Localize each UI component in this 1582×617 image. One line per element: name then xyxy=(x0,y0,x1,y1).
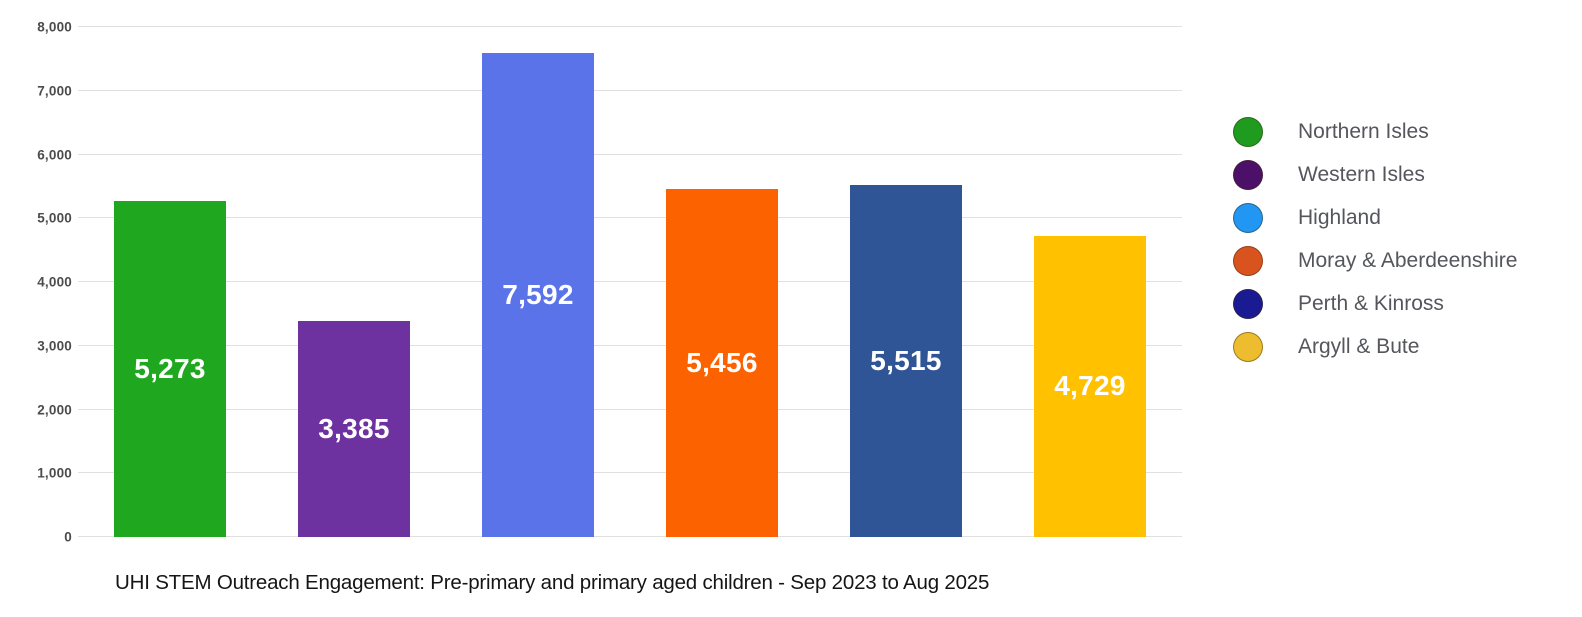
gridline-0 xyxy=(78,536,1182,537)
legend-label: Perth & Kinross xyxy=(1298,292,1444,315)
legend-item-argyll-and-bute[interactable]: Argyll & Bute xyxy=(1233,332,1517,362)
bar-slot-western-isles: 3,385 xyxy=(262,27,446,537)
legend-label: Northern Isles xyxy=(1298,120,1429,143)
bar-moray-and-aberdeenshire[interactable]: 5,456 xyxy=(666,189,778,537)
plot-area: 5,273 3,385 7,592 5,456 5,515 4,729 xyxy=(78,26,1182,537)
bar-value-label-northern-isles: 5,273 xyxy=(134,352,206,384)
legend-label: Argyll & Bute xyxy=(1298,335,1420,358)
bar-northern-isles[interactable]: 5,273 xyxy=(114,200,226,537)
legend-item-perth-and-kinross[interactable]: Perth & Kinross xyxy=(1233,289,1517,319)
legend-label: Moray & Aberdeenshire xyxy=(1298,249,1518,272)
bar-slot-argyll-and-bute: 4,729 xyxy=(998,27,1182,537)
bars-row: 5,273 3,385 7,592 5,456 5,515 4,729 xyxy=(78,27,1182,537)
legend: Northern Isles Western Isles Highland Moray… xyxy=(1233,117,1517,375)
y-tick-label-7000: 7,000 xyxy=(37,83,72,99)
y-tick-label-5000: 5,000 xyxy=(37,210,72,226)
bar-value-label-argyll-and-bute: 4,729 xyxy=(1054,370,1126,402)
y-tick-label-3000: 3,000 xyxy=(37,338,72,354)
gridline-7000 xyxy=(78,89,1182,91)
bar-value-label-perth-and-kinross: 5,515 xyxy=(870,345,942,377)
gridline-1000 xyxy=(78,472,1182,474)
bar-slot-highland: 7,592 xyxy=(446,27,630,537)
legend-label: Western Isles xyxy=(1298,163,1425,186)
gridline-8000 xyxy=(78,26,1182,27)
bar-value-label-moray-and-aberdeenshire: 5,456 xyxy=(686,347,758,379)
gridline-2000 xyxy=(78,408,1182,410)
legend-swatch-icon xyxy=(1233,332,1263,362)
y-tick-label-8000: 8,000 xyxy=(37,19,72,35)
legend-swatch-icon xyxy=(1233,117,1263,147)
legend-swatch-icon xyxy=(1233,289,1263,319)
gridline-4000 xyxy=(78,281,1182,282)
gridline-5000 xyxy=(78,217,1182,219)
gridline-3000 xyxy=(78,344,1182,346)
bar-argyll-and-bute[interactable]: 4,729 xyxy=(1034,235,1146,537)
legend-item-northern-isles[interactable]: Northern Isles xyxy=(1233,117,1517,147)
legend-swatch-icon xyxy=(1233,246,1263,276)
legend-item-highland[interactable]: Highland xyxy=(1233,203,1517,233)
y-tick-label-4000: 4,000 xyxy=(37,274,72,290)
gridline-6000 xyxy=(78,153,1182,155)
bar-value-label-western-isles: 3,385 xyxy=(318,413,390,445)
legend-swatch-icon xyxy=(1233,203,1263,233)
y-tick-label-1000: 1,000 xyxy=(37,465,72,481)
bar-value-label-highland: 7,592 xyxy=(502,279,574,310)
legend-item-western-isles[interactable]: Western Isles xyxy=(1233,160,1517,190)
bar-highland[interactable]: 7,592 xyxy=(482,53,594,537)
y-tick-label-2000: 2,000 xyxy=(37,402,72,417)
y-axis: 0 1,000 2,000 3,000 4,000 5,000 6,000 7,000 8,00… xyxy=(0,20,72,545)
bar-perth-and-kinross[interactable]: 5,515 xyxy=(850,185,962,537)
bar-slot-moray-and-aberdeenshire: 5,456 xyxy=(630,27,814,537)
chart-title: UHI STEM Outreach Engagement: Pre-primar… xyxy=(115,571,990,594)
legend-label: Highland xyxy=(1298,206,1381,229)
bar-slot-perth-and-kinross: 5,515 xyxy=(814,27,998,537)
y-tick-label-0: 0 xyxy=(64,529,72,545)
legend-item-moray-and-aberdeenshire[interactable]: Moray & Aberdeenshire xyxy=(1233,246,1517,276)
bar-western-isles[interactable]: 3,385 xyxy=(298,321,410,537)
bar-slot-northern-isles: 5,273 xyxy=(78,27,262,537)
y-tick-label-6000: 6,000 xyxy=(37,147,72,162)
legend-swatch-icon xyxy=(1233,160,1263,190)
